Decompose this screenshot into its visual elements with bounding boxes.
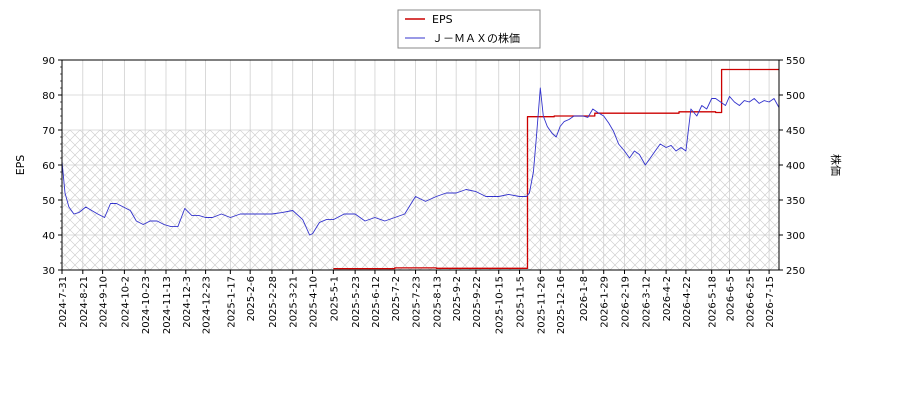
x-tick-label: 2026-5-18: [708, 276, 719, 328]
left-axis-title: EPS: [14, 155, 27, 176]
left-tick-label: 30: [42, 266, 55, 277]
x-tick-label: 2026-3-12: [641, 276, 652, 328]
legend: EPS Ｊ－ＭＡＸの株価: [397, 9, 541, 49]
x-tick-label: 2024-7-31: [58, 276, 69, 328]
x-tick-label: 2025-5-23: [351, 276, 362, 328]
x-tick-label: 2026-4-2: [662, 276, 673, 321]
x-tick-label: 2025-9-2: [452, 276, 463, 321]
right-tick-label: 350: [786, 196, 805, 207]
x-tick-label: 2025-8-13: [432, 276, 443, 328]
hatched-region: [62, 130, 779, 270]
x-tick-label: 2025-7-23: [412, 276, 423, 328]
x-tick-label: 2025-7-2: [391, 276, 402, 321]
left-tick-label: 90: [42, 56, 55, 67]
x-tick-label: 2024-11-13: [162, 276, 173, 334]
x-tick-label: 2025-6-12: [371, 276, 382, 328]
x-tick-label: 2025-4-10: [309, 276, 320, 328]
right-tick-label: 450: [786, 126, 805, 137]
x-tick-label: 2024-8-21: [79, 276, 90, 328]
right-tick-label: 400: [786, 161, 805, 172]
x-tick-label: 2026-2-19: [621, 276, 632, 328]
right-axis: 250 300 350 400 450 500 550: [779, 56, 805, 277]
x-tick-label: 2025-11-26: [536, 276, 547, 334]
right-tick-label: 250: [786, 266, 805, 277]
x-tick-label: 2025-11-5: [516, 276, 527, 328]
right-tick-label: 500: [786, 91, 805, 102]
x-tick-label: 2025-5-1: [329, 276, 340, 321]
right-tick-label: 550: [786, 56, 805, 67]
x-tick-label: 2026-4-22: [682, 276, 693, 328]
x-axis: 2024-7-31 2024-8-21 2024-9-10 2024-10-2 2024…: [58, 270, 776, 334]
x-tick-label: 2024-10-2: [120, 276, 131, 328]
x-tick-label: 2024-9-10: [99, 276, 110, 328]
x-tick-label: 2024-12-3: [182, 276, 193, 328]
x-tick-label: 2025-10-15: [495, 276, 506, 334]
left-tick-label: 70: [42, 126, 55, 137]
x-tick-label: 2025-3-21: [289, 276, 300, 328]
left-tick-label: 60: [42, 161, 55, 172]
x-tick-label: 2024-12-23: [202, 276, 213, 334]
left-tick-label: 50: [42, 196, 55, 207]
right-axis-title: 株価: [829, 154, 843, 176]
left-axis: 30 40 50 60 70 80 90: [42, 56, 62, 277]
x-tick-label: 2026-6-25: [745, 276, 756, 328]
legend-price-label: Ｊ－ＭＡＸの株価: [432, 31, 520, 45]
legend-eps-label: EPS: [432, 13, 453, 26]
x-tick-label: 2025-12-16: [556, 276, 567, 334]
x-tick-label: 2024-10-23: [141, 276, 152, 334]
series-layer: [61, 68, 780, 270]
x-tick-label: 2026-7-15: [765, 276, 776, 328]
x-tick-label: 2025-2-6: [246, 276, 257, 321]
eps-series-line: [333, 68, 779, 270]
x-tick-label: 2025-1-17: [226, 276, 237, 328]
x-tick-label: 2025-2-28: [268, 276, 279, 328]
legend-box: [397, 9, 541, 49]
right-tick-label: 300: [786, 231, 805, 242]
x-tick-label: 2025-9-22: [472, 276, 483, 328]
left-tick-label: 40: [42, 231, 55, 242]
left-tick-label: 80: [42, 91, 55, 102]
x-tick-label: 2026-1-8: [579, 276, 590, 321]
x-tick-label: 2026-6-5: [725, 276, 736, 321]
x-tick-label: 2026-1-29: [600, 276, 611, 328]
price-series-line: [61, 87, 780, 236]
